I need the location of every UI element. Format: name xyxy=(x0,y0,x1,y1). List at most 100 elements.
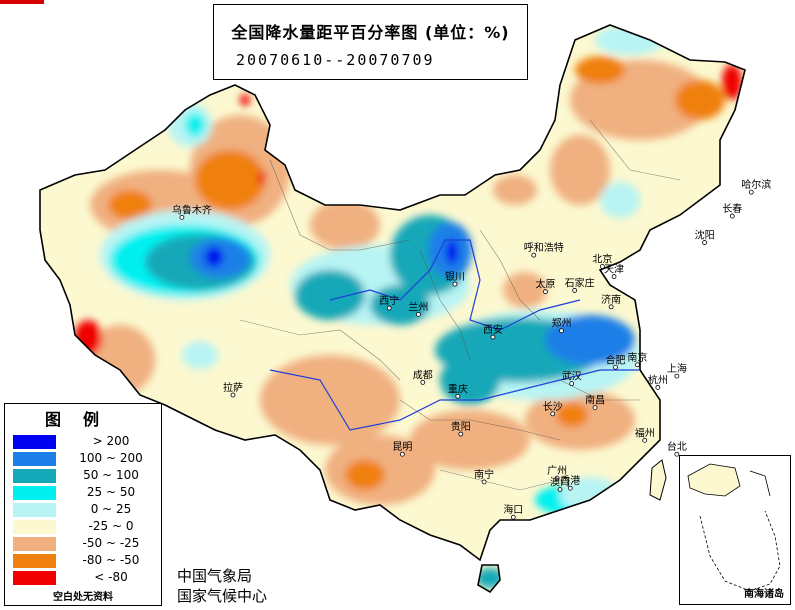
legend-item: > 200 xyxy=(13,434,159,451)
city-label: 郑州 xyxy=(552,317,572,330)
legend-label: 100 ~ 200 xyxy=(79,451,143,465)
city-marker: 香港 xyxy=(560,475,580,491)
org-ncc: 国家气候中心 xyxy=(177,587,268,605)
legend-label: -25 ~ 0 xyxy=(88,519,134,533)
city-marker: 广州 xyxy=(547,465,567,481)
city-dot xyxy=(490,334,496,340)
band-patch xyxy=(185,113,205,137)
legend-swatch xyxy=(13,452,56,466)
band-patch xyxy=(446,240,458,264)
legend-swatch xyxy=(13,486,56,500)
band-patch xyxy=(205,247,223,267)
city-dot xyxy=(635,362,640,368)
city-dot xyxy=(569,381,575,387)
band-patch xyxy=(503,272,547,308)
city-label: 合肥 xyxy=(606,353,626,366)
city-marker: 成都 xyxy=(413,369,433,385)
city-label: 上海 xyxy=(667,362,687,375)
inset-label: 南海诸岛 xyxy=(744,589,784,600)
province-border xyxy=(439,469,561,491)
city-marker: 长春 xyxy=(722,203,742,219)
city-dot xyxy=(455,393,461,399)
corner-mark xyxy=(0,0,44,4)
city-label: 澳门 xyxy=(550,476,570,489)
legend-label: 25 ~ 50 xyxy=(86,485,136,499)
city-marker: 南昌 xyxy=(585,394,605,411)
legend-title: 图例 xyxy=(44,410,121,429)
city-marker: 南宁 xyxy=(474,468,494,485)
city-marker: 海口 xyxy=(503,503,523,520)
city-dot xyxy=(510,514,516,520)
city-label: 昆明 xyxy=(392,441,412,453)
city-marker: 贵阳 xyxy=(451,420,471,437)
city-marker: 银川 xyxy=(445,270,465,287)
band-patch xyxy=(258,171,266,185)
legend-item: 100 ~ 200 xyxy=(13,451,159,468)
legend-item: -50 ~ -25 xyxy=(13,536,159,553)
city-marker: 杭州 xyxy=(648,373,668,390)
band-patch xyxy=(550,135,610,205)
city-dot xyxy=(179,214,185,220)
city-marker: 重庆 xyxy=(448,382,468,399)
city-dot xyxy=(674,373,680,379)
city-dot xyxy=(608,304,614,310)
city-label: 哈尔滨 xyxy=(741,178,771,191)
city-label: 沈阳 xyxy=(695,229,715,242)
city-dot xyxy=(452,281,458,287)
city-marker: 台北 xyxy=(667,440,687,457)
city-dot xyxy=(399,451,405,457)
title-box: 全国降水量距平百分率图 (单位：%) 20070610--20070709 xyxy=(213,4,528,80)
legend-label: 50 ~ 100 xyxy=(83,468,139,482)
city-label: 太原 xyxy=(535,278,555,291)
legend-label: < -80 xyxy=(94,570,128,584)
legend-swatch xyxy=(13,571,56,585)
city-dot xyxy=(559,328,564,334)
city-label: 呼和浩特 xyxy=(524,242,564,254)
city-label: 长沙 xyxy=(543,401,563,413)
legend-item: < -80 xyxy=(13,570,159,587)
city-marker: 呼和浩特 xyxy=(524,242,564,258)
city-label: 兰州 xyxy=(408,300,428,313)
city-dot xyxy=(729,213,735,219)
legend: 图例 > 200 100 ~ 200 50 ~ 100 25 ~ 50 0 ~ 25 -2… xyxy=(4,403,162,606)
province-border xyxy=(239,319,401,381)
city-dot xyxy=(557,487,563,492)
city-dot xyxy=(386,305,392,311)
province-border xyxy=(269,159,411,251)
map-period: 20070610--20070709 xyxy=(236,51,435,69)
yellow-river xyxy=(329,239,581,331)
south-china-sea-inset: 南海诸岛 xyxy=(679,455,791,605)
city-marker: 合肥 xyxy=(606,353,626,370)
city-label: 银川 xyxy=(445,270,465,283)
city-dot xyxy=(572,288,578,293)
city-marker: 西安 xyxy=(483,323,503,340)
band-patch xyxy=(108,190,152,220)
city-dot xyxy=(655,385,661,390)
band-patch xyxy=(195,150,265,210)
city-marker: 兰州 xyxy=(408,300,428,317)
legend-label: 0 ~ 25 xyxy=(90,502,132,516)
legend-swatch xyxy=(13,503,56,517)
band-patch xyxy=(722,64,742,100)
city-marker: 乌鲁木齐 xyxy=(172,203,212,220)
city-marker: 沈阳 xyxy=(695,229,715,245)
city-label: 西安 xyxy=(483,323,503,336)
province-border xyxy=(399,399,561,441)
city-dot xyxy=(481,479,487,485)
city-marker: 武汉 xyxy=(562,370,582,387)
band-patch xyxy=(545,315,635,365)
taiwan-island xyxy=(649,459,667,501)
legend-item: -25 ~ 0 xyxy=(13,519,159,536)
city-label: 福州 xyxy=(635,426,655,439)
city-label: 济南 xyxy=(601,293,621,306)
legend-swatch xyxy=(13,520,56,534)
rivers xyxy=(269,239,640,431)
city-marker: 太原 xyxy=(535,278,555,295)
band-patch xyxy=(595,25,665,55)
city-marker: 拉萨 xyxy=(223,381,243,398)
city-marker: 西宁 xyxy=(379,294,399,311)
province-border xyxy=(559,379,640,401)
legend-note: 空白处无资料 xyxy=(53,592,113,603)
band-patch xyxy=(575,56,625,84)
